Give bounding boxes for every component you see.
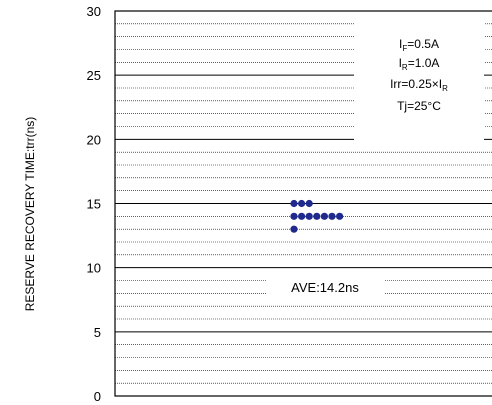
y-tick-label: 25 <box>87 68 101 83</box>
data-point <box>328 212 336 220</box>
data-point <box>290 225 298 233</box>
data-points <box>290 199 344 233</box>
data-point <box>298 199 306 208</box>
y-tick-label: 30 <box>87 4 101 19</box>
conditions-box <box>354 18 484 149</box>
y-tick-labels: 0 5 10 15 20 25 30 <box>87 4 101 404</box>
data-point <box>320 212 328 220</box>
y-tick-label: 10 <box>87 261 101 276</box>
condition-ir: IR=1.0A <box>399 56 440 72</box>
data-point <box>298 212 306 220</box>
test-conditions: IF=0.5A IR=1.0A Irr=0.25×IR Tj=25°C <box>390 37 448 113</box>
data-point <box>305 199 313 208</box>
y-tick-label: 5 <box>94 325 101 340</box>
average-box <box>267 277 384 297</box>
data-point <box>290 212 298 220</box>
data-point <box>313 212 321 220</box>
y-tick-label: 15 <box>87 197 101 212</box>
condition-irr: Irr=0.25×IR <box>390 77 448 93</box>
data-point <box>305 212 313 220</box>
condition-if: IF=0.5A <box>399 37 439 53</box>
y-tick-label: 0 <box>94 389 101 404</box>
condition-tj: Tj=25°C <box>397 99 441 113</box>
data-point <box>336 212 344 220</box>
plot-frame <box>114 10 492 397</box>
average-annotation: AVE:14.2ns <box>291 280 359 295</box>
y-tick-label: 20 <box>87 132 101 147</box>
data-point <box>290 199 298 208</box>
y-axis-label: RESERVE RECOVERY TIME:trr(ns) <box>23 117 37 312</box>
